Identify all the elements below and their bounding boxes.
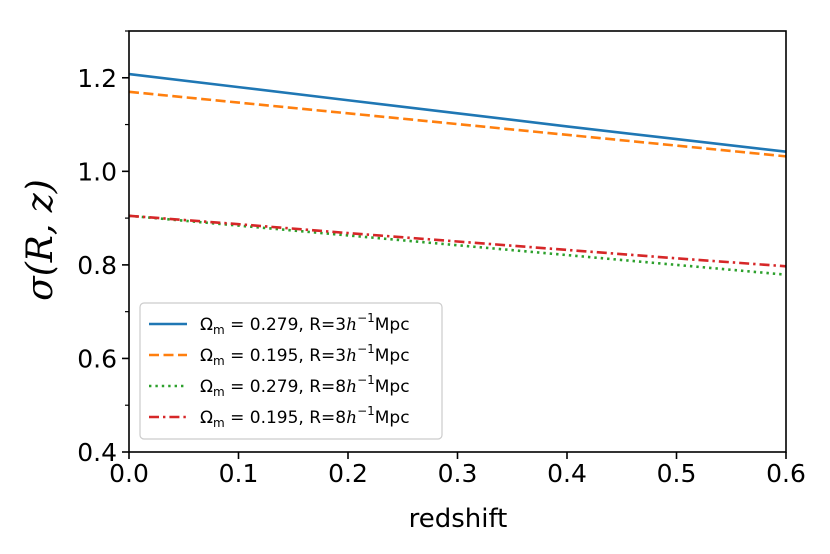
legend-subscript: m <box>213 385 225 399</box>
legend-omega: Ω <box>200 408 213 428</box>
y-axis-title: σ(R, z) <box>20 179 61 301</box>
legend-omega: Ω <box>200 315 213 335</box>
legend-omega: Ω <box>200 346 213 366</box>
legend-exponent: −1 <box>357 311 375 325</box>
legend-subscript: m <box>213 323 225 337</box>
legend-h: h <box>346 315 357 335</box>
legend-value: = 0.279, R=3 <box>225 315 346 335</box>
legend-box <box>139 302 443 440</box>
x-tick-label: 0.3 <box>438 459 478 488</box>
legend-omega: Ω <box>200 377 213 397</box>
x-tick-label: 0.2 <box>328 459 368 488</box>
y-tick-label: 1.0 <box>77 157 117 186</box>
series-line-1 <box>128 72 787 153</box>
legend-unit: Mpc <box>375 408 410 428</box>
legend-value: = 0.195, R=3 <box>225 346 346 366</box>
legend-value: = 0.195, R=8 <box>225 408 346 428</box>
legend-label-4: Ωm = 0.195, R=8h−1Mpc <box>200 404 410 430</box>
legend-label-3: Ωm = 0.279, R=8h−1Mpc <box>200 373 410 399</box>
legend-h: h <box>346 377 357 397</box>
legend-unit: Mpc <box>375 315 410 335</box>
x-tick-label: 0.5 <box>657 459 697 488</box>
y-tick-label: 0.8 <box>77 251 117 280</box>
x-tick-label: 0.1 <box>219 459 259 488</box>
legend-unit: Mpc <box>375 346 410 366</box>
legend-label-2: Ωm = 0.195, R=3h−1Mpc <box>200 342 410 368</box>
x-tick-label: 0.6 <box>766 459 806 488</box>
legend-exponent: −1 <box>357 373 375 387</box>
series-line-3 <box>128 214 787 277</box>
x-tick-label: 0.4 <box>547 459 587 488</box>
legend-subscript: m <box>213 354 225 368</box>
y-tick-label: 0.4 <box>77 438 117 467</box>
legend-exponent: −1 <box>357 404 375 418</box>
series-line-4 <box>128 214 787 268</box>
legend-h: h <box>346 408 357 428</box>
legend-exponent: −1 <box>357 342 375 356</box>
legend-h: h <box>346 346 357 366</box>
legend-label-1: Ωm = 0.279, R=3h−1Mpc <box>200 311 410 337</box>
legend-value: = 0.279, R=8 <box>225 377 346 397</box>
x-axis-title: redshift <box>409 504 508 534</box>
y-tick-label: 1.2 <box>77 64 117 93</box>
x-tick-label: 0.0 <box>109 459 149 488</box>
series-line-2 <box>128 90 787 158</box>
legend-subscript: m <box>213 416 225 430</box>
legend-unit: Mpc <box>375 377 410 397</box>
y-tick-label: 0.6 <box>77 344 117 373</box>
